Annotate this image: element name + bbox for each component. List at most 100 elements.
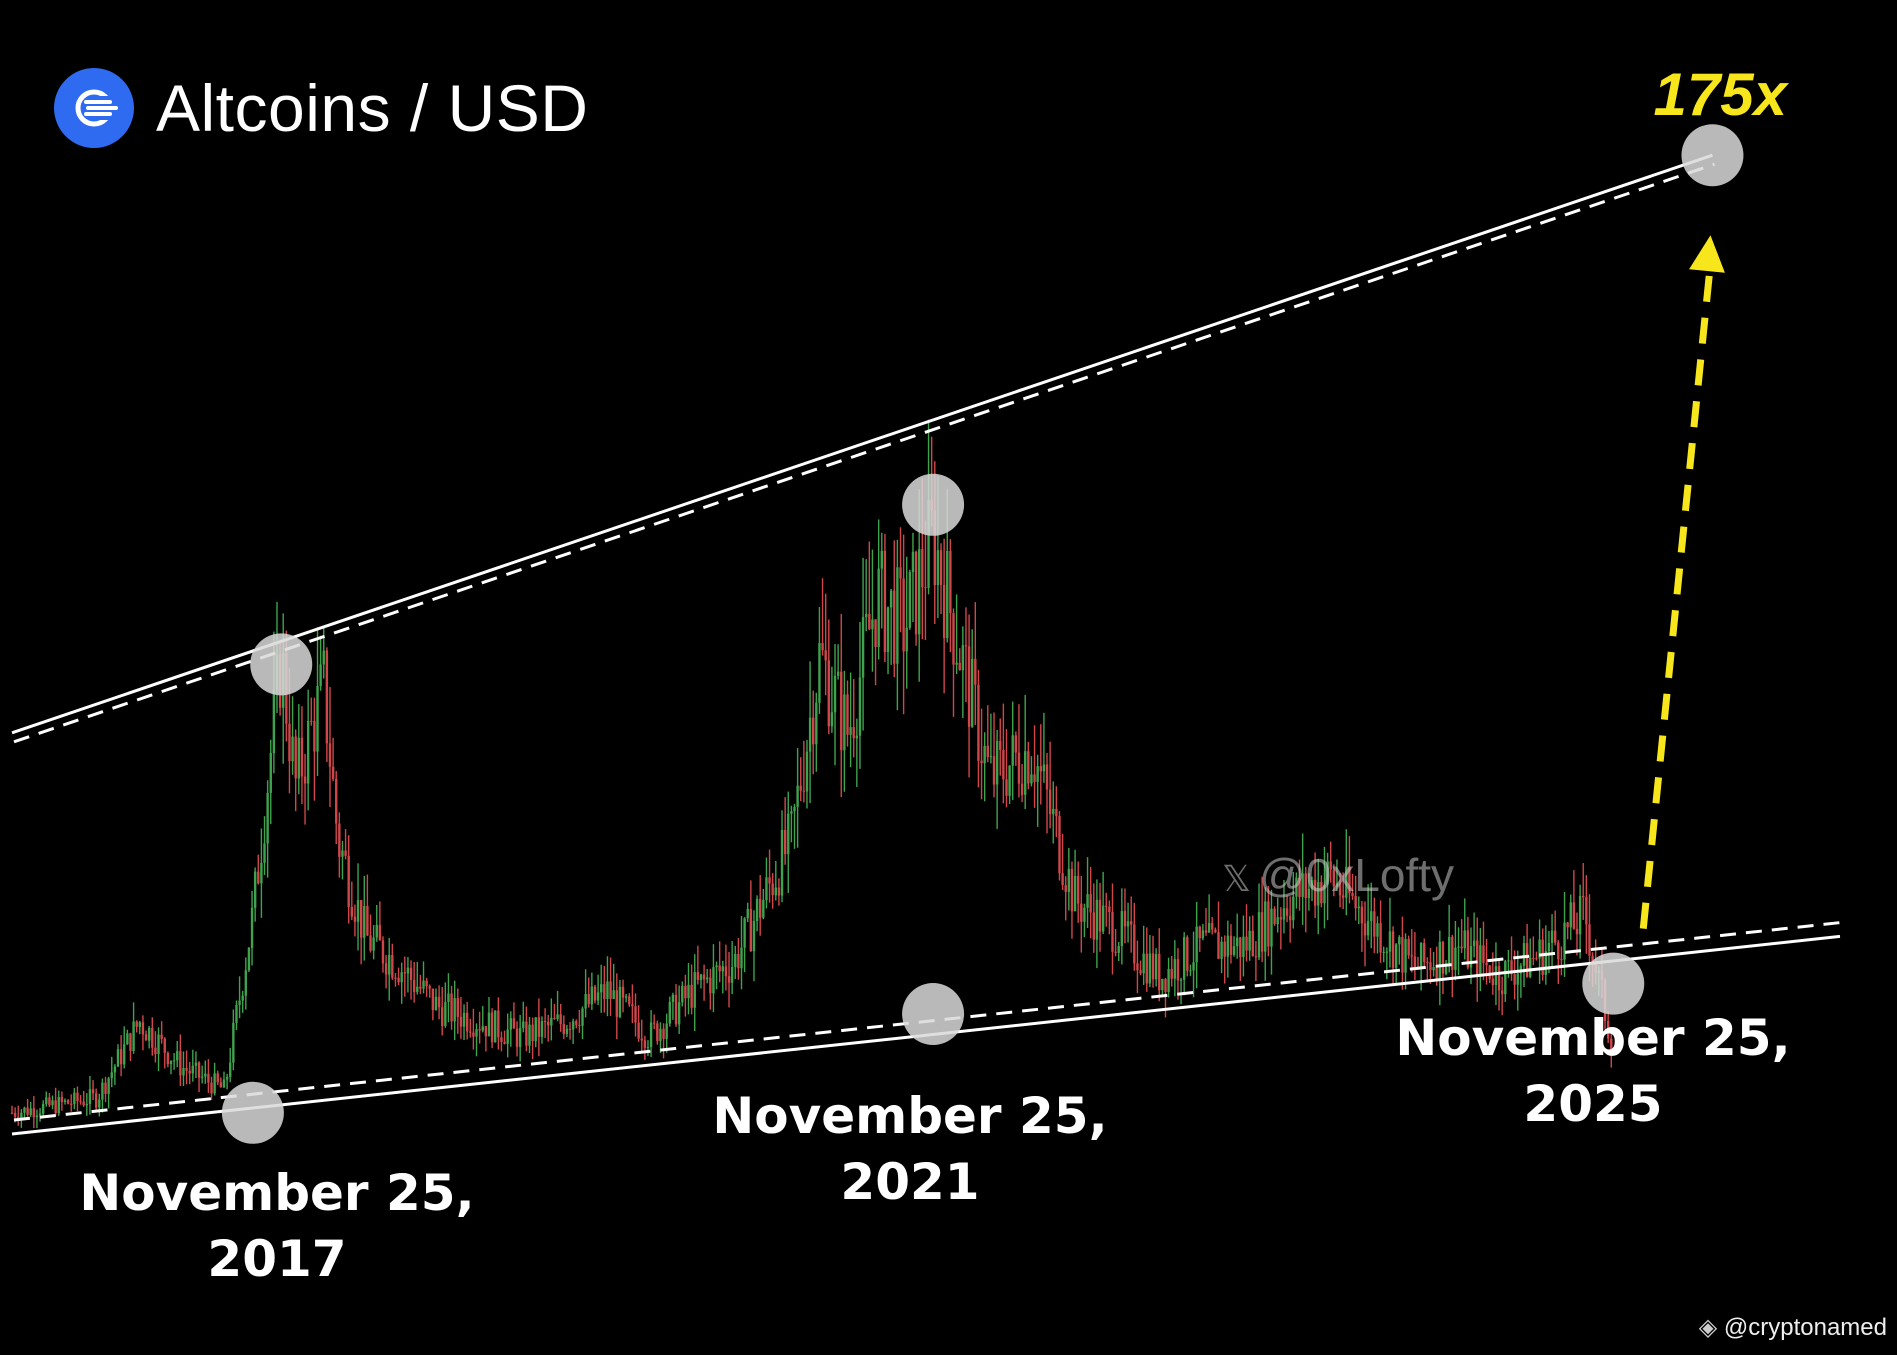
candle [578,1024,581,1026]
candle [924,587,927,589]
touch-point-marker [1582,952,1645,1015]
candle [562,1024,566,1034]
date-label-2025-line1: November 25, [1395,1009,1791,1067]
candle [1485,962,1488,966]
candle [1005,779,1008,796]
candle [166,1052,170,1065]
candle [1404,939,1407,973]
candle [1510,960,1513,975]
candle [1419,943,1423,969]
markers-group [221,124,1744,1144]
candle [846,694,849,735]
candle [665,1023,668,1039]
candle [1158,954,1161,991]
candle [412,979,416,992]
candle [618,986,622,1017]
candle [643,1040,647,1048]
candle [431,988,435,1011]
candle [1154,954,1158,980]
candle [768,877,771,884]
candle [1591,955,1594,962]
candle [1129,921,1133,925]
candle [967,646,971,727]
candle [41,1103,45,1114]
candle [796,785,799,807]
candle [1426,961,1429,963]
candle [1148,953,1152,984]
candle [992,756,996,785]
candle [384,963,388,975]
candle [849,727,852,735]
candle [238,1000,241,1005]
candle [1179,979,1183,981]
candle [110,1072,113,1079]
candle [1139,970,1142,974]
candle [974,658,977,685]
candle [590,986,594,1005]
candle [241,995,244,1001]
candle [1207,923,1211,933]
candle [434,996,438,1011]
candle [1354,896,1357,909]
candle [815,702,818,745]
candle [1052,808,1055,815]
candle [1460,946,1463,949]
candle [303,776,307,784]
candle [1030,774,1033,784]
candle [45,1097,48,1104]
candle [1245,936,1248,951]
candle [294,736,297,779]
candle [653,1022,656,1024]
candle [123,1044,126,1065]
candle [702,974,706,980]
candle [172,1060,176,1062]
candle [456,998,460,1017]
candle [718,965,721,972]
candle [964,645,968,647]
candle [388,954,391,975]
candle [1036,766,1039,782]
candle [88,1089,92,1105]
candle [1198,926,1201,939]
candle [1045,764,1049,790]
candle [649,1022,653,1048]
candle [556,1014,559,1019]
candle [1117,946,1120,953]
candle [341,850,344,857]
candle [1189,970,1192,972]
candle [1211,923,1214,930]
candle [949,550,952,614]
candle [634,1006,637,1023]
candle [51,1100,54,1106]
candle [970,658,974,727]
candle [500,1037,503,1042]
candle [1382,951,1385,953]
candle [1182,937,1186,980]
candle [531,1024,534,1042]
candle [1560,959,1563,961]
candle [802,790,806,792]
candle [484,1026,488,1037]
candle [94,1093,98,1108]
candle [328,743,332,767]
candle [581,1008,584,1026]
candle [1544,951,1548,975]
candle [1195,926,1198,963]
candle [709,977,712,994]
candle [250,907,254,948]
candle [253,871,257,908]
candle [126,1033,129,1045]
candle [843,694,846,751]
candle [525,1021,528,1046]
candle [855,735,859,739]
candle [38,1113,42,1116]
candle [902,578,905,652]
candle [441,1007,444,1026]
candle [272,689,276,754]
candle [1167,968,1170,992]
candle [1500,990,1504,995]
candle [35,1115,39,1118]
target-arrow-group [1639,235,1725,929]
candle [715,965,718,968]
